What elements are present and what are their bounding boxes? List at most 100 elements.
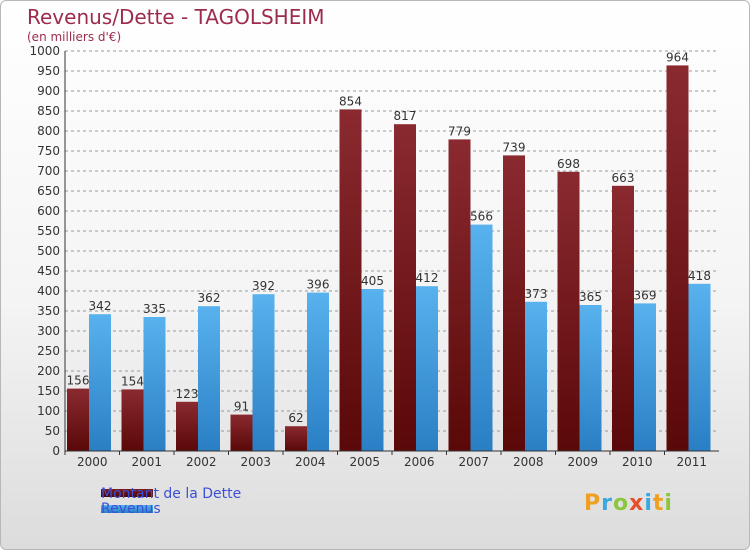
data-label-dette: 663 [612,171,635,185]
legend-swatch-dette [101,489,153,497]
y-tick-label: 200 [37,364,60,378]
y-tick-label: 500 [37,244,60,258]
y-tick-label: 850 [37,104,60,118]
data-label-dette: 62 [288,411,303,425]
y-tick-label: 750 [37,144,60,158]
bar-dette [230,414,253,451]
y-tick-label: 650 [37,184,60,198]
bar-revenus [634,303,656,451]
x-tick-label: 2005 [349,455,380,469]
legend-label-revenus: Revenus [101,501,161,517]
x-tick-label: 2003 [240,455,271,469]
bar-revenus [470,224,493,451]
bar-revenus [198,306,220,451]
y-tick-label: 400 [37,284,60,298]
y-tick-label: 150 [37,384,60,398]
data-label-revenus: 418 [688,269,711,283]
y-tick-label: 250 [37,344,60,358]
bar-dette [176,401,198,451]
bar-revenus [307,292,329,451]
x-tick-label: 2001 [131,455,162,469]
data-label-revenus: 373 [525,287,548,301]
x-tick-label: 2002 [186,455,217,469]
chart-title: Revenus/Dette - TAGOLSHEIM [27,5,325,29]
data-label-revenus: 405 [361,274,384,288]
data-label-revenus: 392 [252,279,275,293]
y-tick-label: 450 [37,264,60,278]
data-label-dette: 156 [67,374,90,388]
logo-letter: i [644,491,653,516]
bar-revenus [361,289,384,451]
data-label-dette: 964 [666,50,689,64]
y-tick-label: 950 [37,64,60,78]
data-label-dette: 154 [121,374,144,388]
x-tick-label: 2007 [458,455,489,469]
logo-letter: t [652,491,665,516]
chart-subtitle: (en milliers d'€) [27,30,122,44]
data-label-revenus: 342 [89,299,112,313]
bar-dette [666,65,689,452]
data-label-dette: 817 [394,109,417,123]
bar-revenus [252,294,275,451]
data-label-revenus: 365 [579,290,602,304]
data-label-dette: 739 [503,140,526,154]
axes: 0 50 100 150 200 250 300 350 400 450 500 550 600 650 7… [29,44,719,469]
y-tick-label: 50 [45,424,60,438]
bar-dette [394,124,416,451]
bar-dette [557,171,580,452]
y-tick-label: 550 [37,224,60,238]
x-tick-label: 2006 [404,455,435,469]
y-tick-label: 900 [37,84,60,98]
x-tick-label: 2008 [513,455,544,469]
data-label-revenus: 362 [198,291,221,305]
data-label-dette: 698 [557,157,580,171]
x-tick-label: 2004 [295,455,326,469]
data-label-revenus: 369 [634,288,657,302]
data-label-revenus: 396 [307,278,330,292]
bar-revenus [143,317,166,451]
bar-dette [285,426,307,451]
y-tick-label: 1000 [29,44,60,58]
bar-dette [121,389,144,451]
logo-letter: o [612,491,630,516]
bar-dette [448,139,471,451]
data-label-revenus: 566 [470,210,493,224]
data-label-revenus: 412 [416,271,439,285]
legend-label-dette: Montant de la Dette [101,486,242,502]
y-tick-label: 600 [37,204,60,218]
bar-revenus [416,286,438,451]
x-tick-label: 2009 [567,455,598,469]
bar-dette [503,155,525,451]
legend-swatch-revenus [101,505,153,513]
bar-revenus [525,301,547,451]
y-tick-label: 700 [37,164,60,178]
logo-letter: i [664,491,673,516]
bar-revenus [579,305,602,451]
y-tick-label: 100 [37,404,60,418]
data-labels: 156 342 154 335 123 362 91 392 62 396 854 405 817 412… [67,50,711,425]
bars [67,65,711,452]
data-label-dette: 91 [234,400,249,414]
data-label-dette: 854 [339,94,362,108]
bar-revenus [89,314,111,451]
y-tick-label: 0 [52,444,60,458]
y-tick-label: 300 [37,324,60,338]
y-tick-label: 350 [37,304,60,318]
data-label-dette: 123 [176,387,199,401]
proxiti-logo: Proxiti [584,491,673,516]
gridlines [65,50,719,432]
y-tick-label: 800 [37,124,60,138]
logo-letter: x [629,491,645,516]
x-tick-label: 2010 [622,455,653,469]
x-tick-label: 2011 [676,455,707,469]
data-label-revenus: 335 [143,302,166,316]
bar-dette [67,388,89,451]
x-tick-label: 2000 [77,455,108,469]
bar-dette [612,185,634,452]
logo-letter: r [601,491,613,516]
bar-revenus [688,283,711,451]
logo-letter: P [584,491,602,516]
bar-dette [339,109,362,452]
